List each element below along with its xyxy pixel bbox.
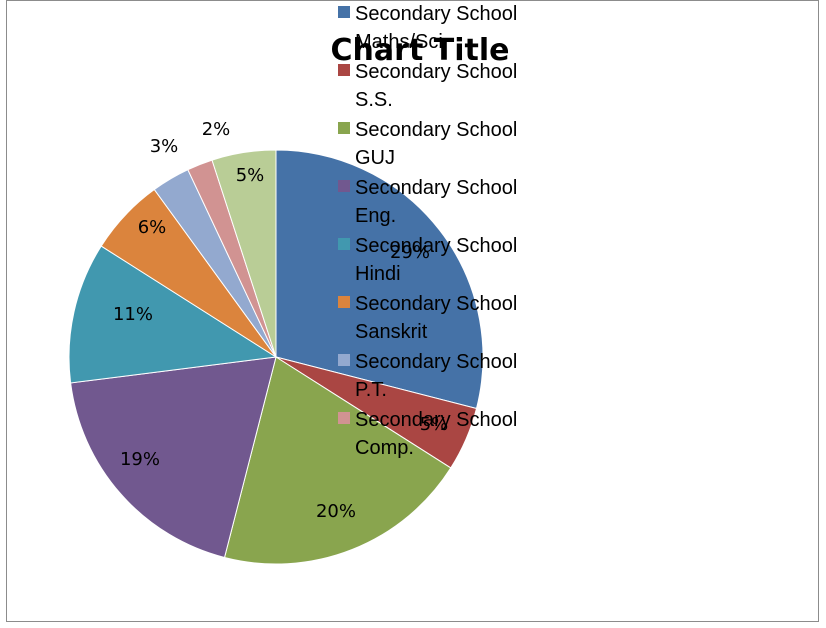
legend-entry-label: Secondary School: [355, 235, 517, 257]
data-labels: 29% 5% 20% 19% 11% 6% 3% 2% 5%: [113, 119, 448, 522]
pie-slice: [68, 245, 278, 384]
legend: Secondary School Maths/Sci Secondary Schoo…: [338, 3, 517, 459]
pie-slice: [70, 356, 277, 559]
legend-swatch: [338, 6, 350, 18]
legend-entry-label: Secondary School: [355, 177, 517, 199]
legend-entry-label: Maths/Sci: [355, 31, 443, 53]
legend-entry-label: Hindi: [355, 263, 401, 285]
legend-swatch: [338, 238, 350, 250]
pie-slice: [275, 149, 484, 410]
legend-entry-label: Secondary School: [355, 293, 517, 315]
slice-data-label: 2%: [202, 119, 231, 140]
legend-entry-label: Sanskrit: [355, 321, 428, 343]
legend-swatch: [338, 354, 350, 366]
slice-data-label: 5%: [420, 414, 449, 435]
legend-entry-label: Comp.: [355, 437, 414, 459]
pie-slices: [68, 149, 484, 565]
legend-swatch: [338, 180, 350, 192]
pie-slice: [223, 356, 452, 565]
slice-data-label: 29%: [390, 242, 430, 263]
legend-entry-label: GUJ: [355, 147, 395, 169]
legend-swatch: [338, 122, 350, 134]
legend-entry-label: Secondary School: [355, 61, 517, 83]
legend-entry-label: Secondary School: [355, 409, 517, 431]
legend-entry-label: Secondary School: [355, 119, 517, 141]
pie-slice: [211, 149, 277, 358]
slice-data-label: 5%: [236, 165, 265, 186]
slice-data-label: 3%: [150, 136, 179, 157]
legend-swatch: [338, 296, 350, 308]
legend-swatch: [338, 412, 350, 424]
legend-entry-label: Secondary School: [355, 3, 517, 25]
slice-data-label: 11%: [113, 304, 153, 325]
legend-entry-label: Eng.: [355, 205, 396, 227]
slice-data-label: 6%: [138, 217, 167, 238]
slice-data-label: 19%: [120, 449, 160, 470]
legend-entry-label: P.T.: [355, 379, 387, 401]
legend-swatch: [338, 64, 350, 76]
legend-entry-label: S.S.: [355, 89, 393, 111]
slice-data-label: 20%: [316, 501, 356, 522]
chart-title: Chart Title: [331, 33, 510, 68]
legend-entry-label: Secondary School: [355, 351, 517, 373]
